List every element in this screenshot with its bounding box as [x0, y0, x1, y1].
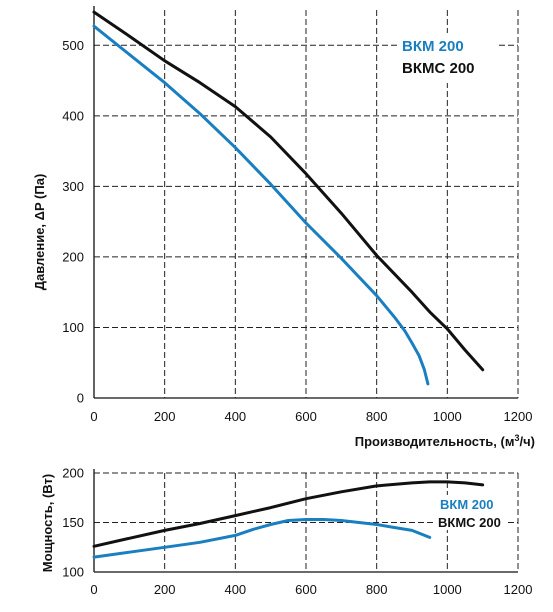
- series-line-bkmc-200: [92, 480, 485, 548]
- y-tick-label: 150: [62, 515, 84, 530]
- x-tick-label: 600: [295, 582, 317, 597]
- x-tick-label: 200: [154, 582, 176, 597]
- x-tick-label: 600: [295, 409, 317, 424]
- x-tick-label: 1000: [433, 582, 462, 597]
- y-tick-label: 300: [62, 179, 84, 194]
- series-line-bkm-200: [92, 518, 432, 559]
- y-tick-label: 200: [62, 466, 84, 481]
- y-tick-label: 500: [62, 38, 84, 53]
- y-tick-label: 100: [62, 565, 84, 580]
- pressure-tick-labels: 0 100 200 300 400 500 0 200 400 600 800 1000 1200: [62, 38, 532, 424]
- y-tick-label: 0: [77, 391, 84, 406]
- y-tick-label: 200: [62, 249, 84, 264]
- power-y-axis-label: Мощность, (Вт): [40, 474, 55, 572]
- x-tick-label: 0: [90, 409, 97, 424]
- power-chart: 100 150 200 0 200 400 600 800 1000 1200 ВКМ 200 В…: [40, 466, 532, 598]
- x-tick-label: 0: [90, 582, 97, 597]
- pressure-x-axis-label: Производительность, (м3/ч): [355, 433, 535, 449]
- x-tick-label: 1000: [433, 409, 462, 424]
- series-line-bkm-200: [92, 24, 430, 386]
- x-tick-label: 1200: [504, 582, 533, 597]
- power-tick-labels: 100 150 200 0 200 400 600 800 1000 1200: [62, 466, 532, 598]
- x-tick-label: 200: [154, 409, 176, 424]
- legend-bkmc-200-label: ВКМС 200: [402, 60, 475, 77]
- x-tick-label: 400: [224, 582, 246, 597]
- legend-bkm-200-label: ВКМ 200: [402, 38, 464, 55]
- x-tick-label: 1200: [504, 409, 533, 424]
- pressure-series: [92, 10, 485, 386]
- y-tick-label: 100: [62, 320, 84, 335]
- power-legend-bkmc-200-label: ВКМС 200: [438, 515, 501, 530]
- x-tick-label: 800: [366, 582, 388, 597]
- x-tick-label: 400: [224, 409, 246, 424]
- power-series: [92, 480, 485, 559]
- power-legend-bkm-200-label: ВКМ 200: [440, 497, 493, 512]
- power-legend-box: [433, 495, 508, 530]
- pressure-y-axis-label: Давление, ΔP (Па): [32, 174, 47, 291]
- pressure-legend-box: [398, 33, 496, 83]
- series-line-bkmc-200: [92, 10, 485, 372]
- x-tick-label: 800: [366, 409, 388, 424]
- pressure-chart: 0 100 200 300 400 500 0 200 400 600 800 1000 1200 ВК…: [32, 6, 535, 449]
- y-tick-label: 400: [62, 108, 84, 123]
